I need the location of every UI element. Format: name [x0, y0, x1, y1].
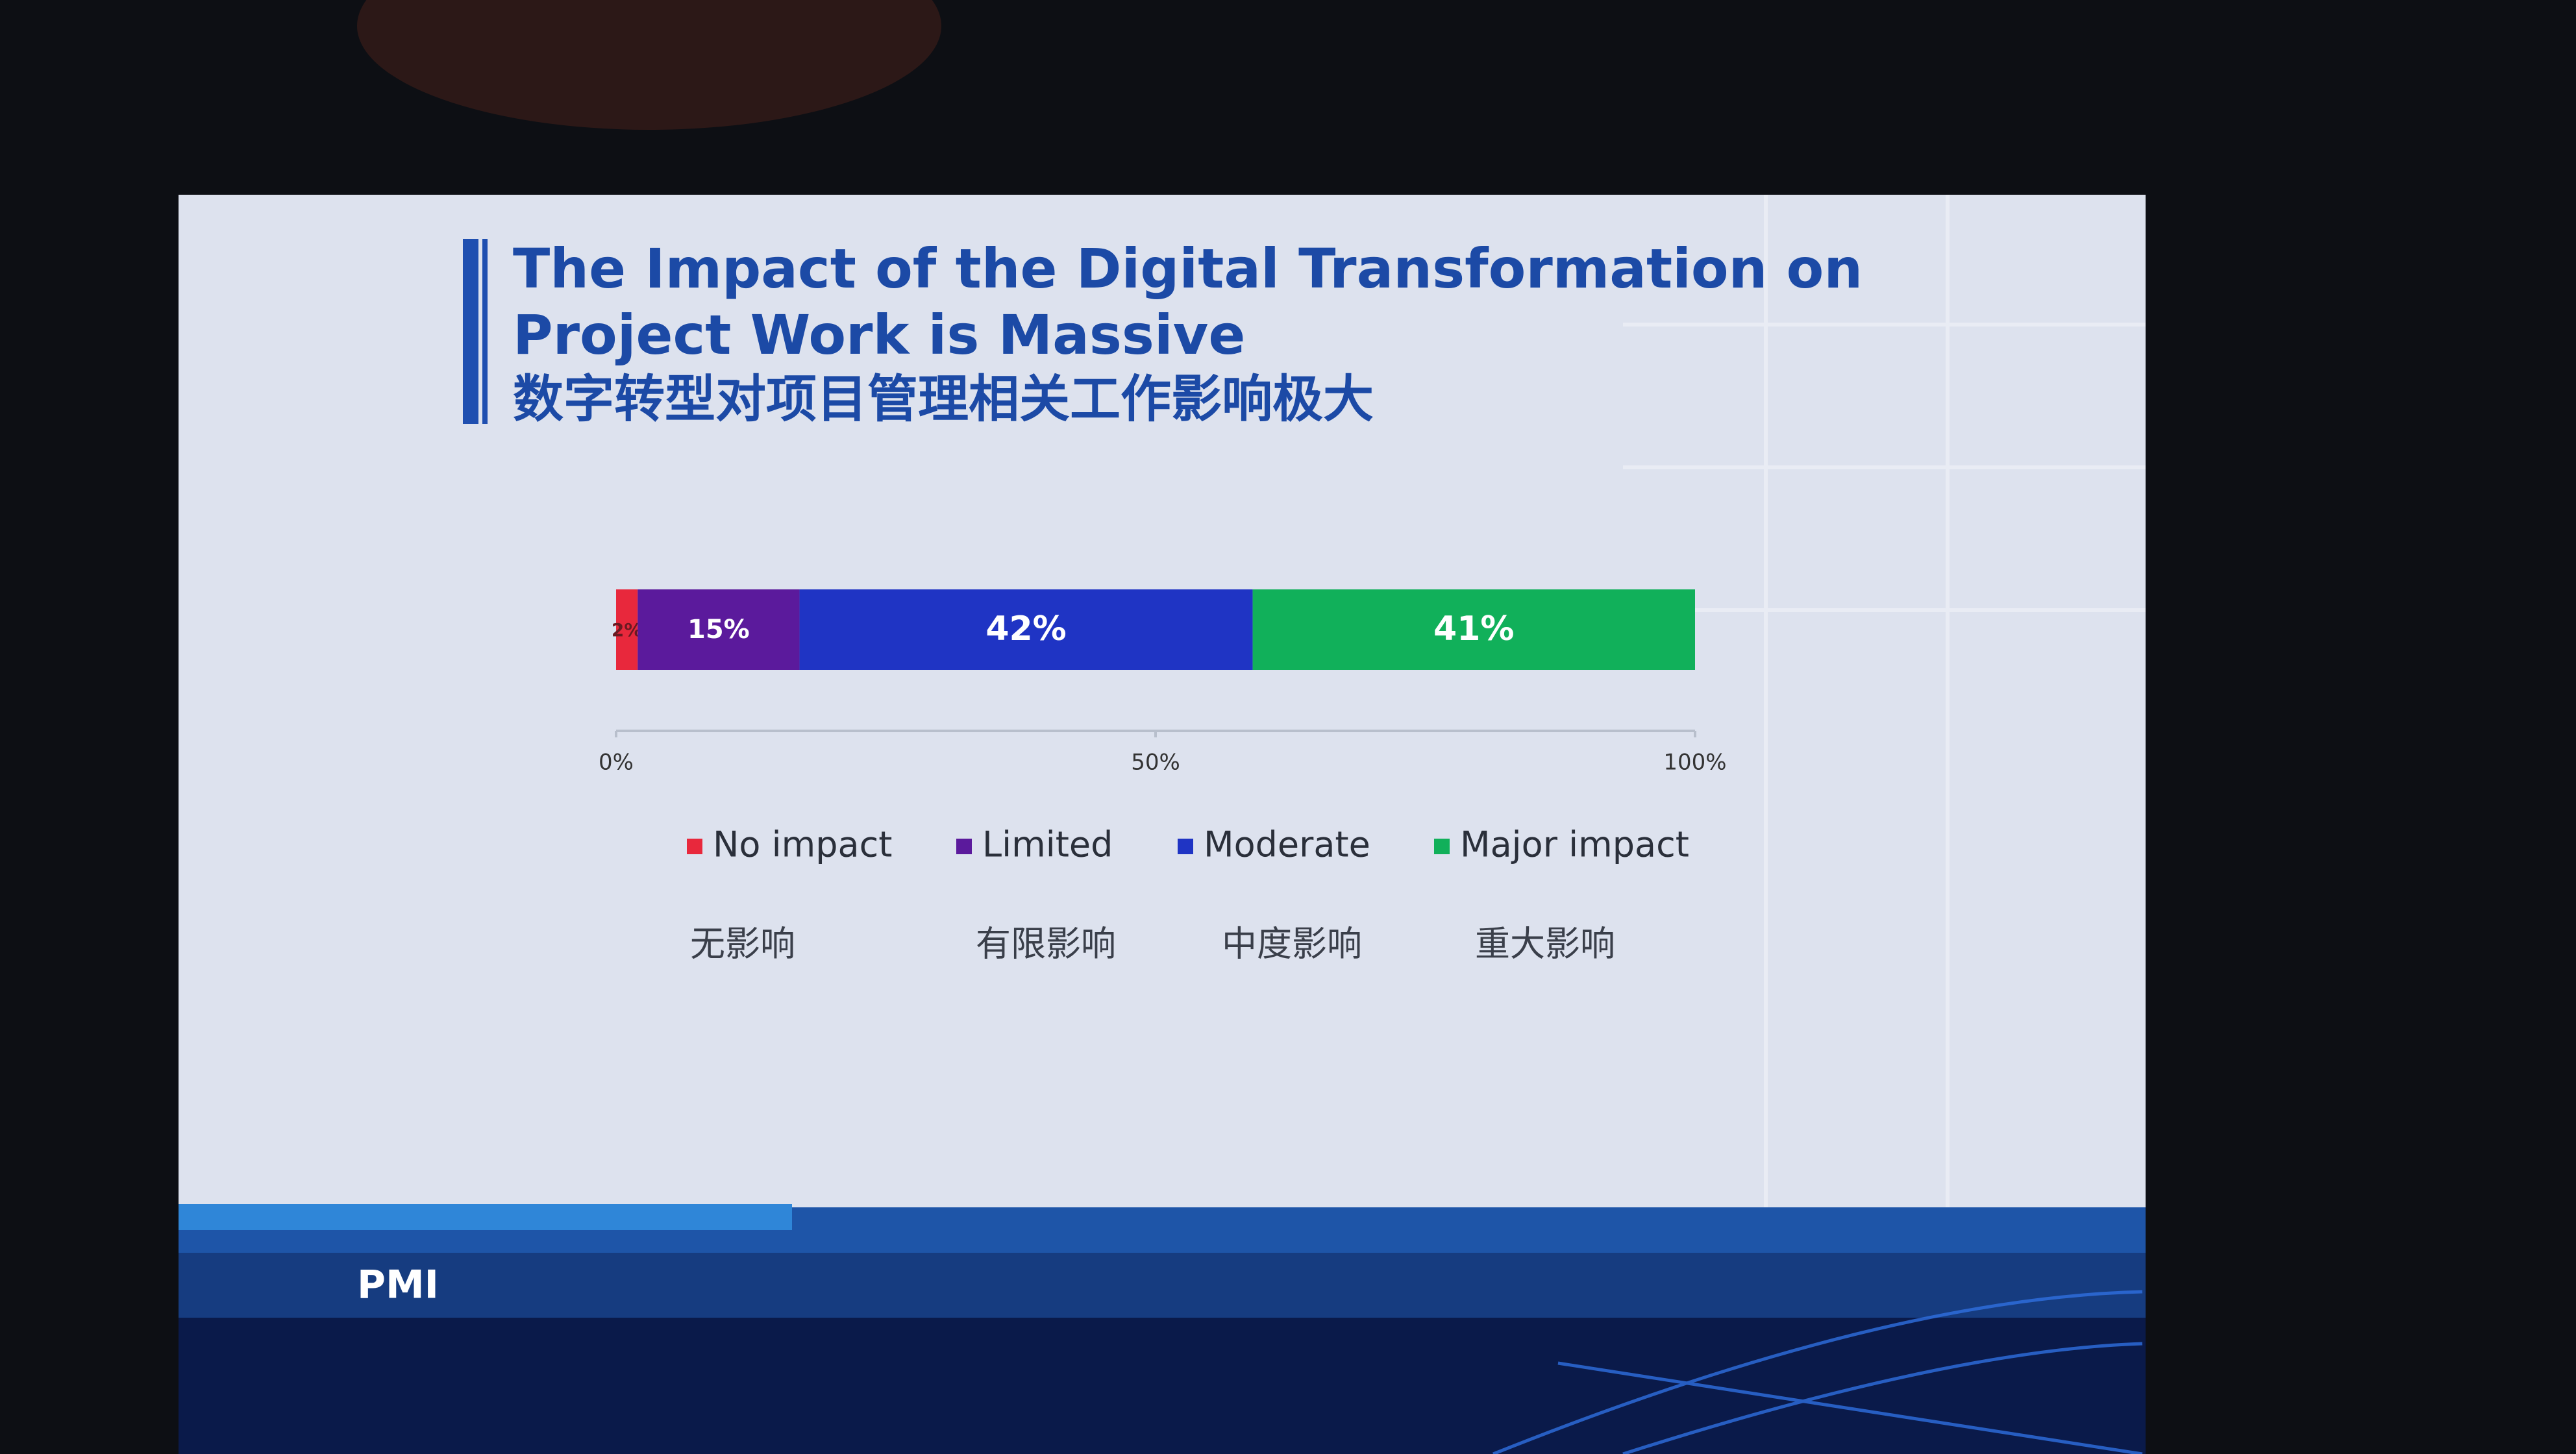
slide-pattern — [1623, 195, 2146, 1207]
x-tick-label: 0% — [599, 750, 634, 776]
footer-band-dark — [179, 1253, 2146, 1318]
legend-label-cn: 无影响 — [690, 924, 795, 965]
x-tick-label: 100% — [1663, 750, 1726, 776]
legend-label-cn: 重大影响 — [1475, 924, 1615, 965]
legend-swatch — [1434, 839, 1450, 854]
footer-accent — [179, 1204, 792, 1230]
legend-label-cn: 有限影响 — [976, 924, 1116, 965]
legend-label: Major impact — [1460, 824, 1689, 865]
plot: 0% 50% 100% 2% 15% 42% 41% No impact 无影响 Limited 有… — [599, 589, 1727, 965]
bar-segment — [799, 589, 1253, 670]
chart-title-line: The Impact of the Digital Transformation… — [513, 237, 1863, 301]
ceiling-light — [357, 0, 941, 130]
logo: PMI — [357, 1263, 439, 1308]
chart-title-line: Project Work is Massive — [513, 303, 1245, 367]
legend-label: No impact — [713, 824, 892, 865]
value-label: 2% — [612, 619, 643, 641]
chart-subtitle: 数字转型对项目管理相关工作影响极大 — [513, 370, 1374, 428]
x-tick-label: 50% — [1131, 750, 1180, 776]
slide — [179, 195, 2146, 1220]
legend-label-cn: 中度影响 — [1222, 924, 1362, 965]
legend-label: Moderate — [1204, 824, 1370, 865]
footer-graphic — [1492, 1290, 2143, 1454]
bar-segment — [638, 589, 800, 670]
value-label: 41% — [1433, 610, 1514, 648]
legend-swatch — [956, 839, 972, 854]
footer-bottom — [179, 1318, 2146, 1454]
title-bar-thin — [482, 239, 488, 424]
bar-segment — [1252, 589, 1695, 670]
title-bar — [463, 239, 478, 424]
chart-title: The Impact of the Digital Transformation… — [513, 237, 1881, 367]
legend-swatch — [1178, 839, 1193, 854]
legend-swatch — [687, 839, 702, 854]
legend-label: Limited — [982, 824, 1113, 865]
bar-segment — [616, 589, 638, 670]
value-label: 15% — [687, 615, 750, 645]
value-label: 42% — [985, 610, 1066, 648]
